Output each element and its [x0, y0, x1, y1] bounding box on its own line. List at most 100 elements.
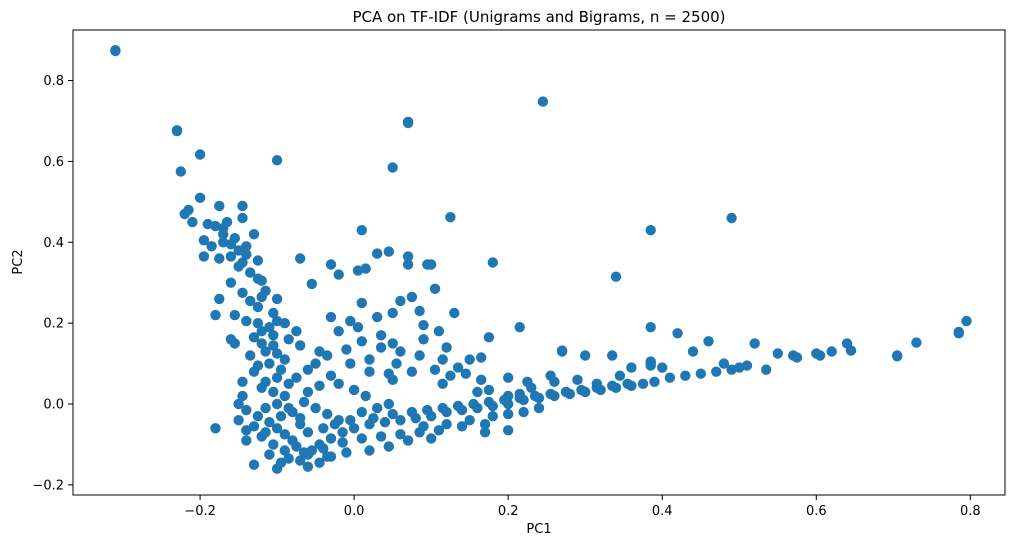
- plot-frame: [72, 29, 1006, 496]
- data-point: [406, 406, 418, 418]
- data-point: [406, 291, 418, 303]
- data-point: [241, 404, 252, 416]
- data-point: [264, 322, 275, 333]
- data-point: [302, 427, 314, 438]
- data-point: [329, 419, 341, 430]
- data-point: [245, 295, 256, 307]
- data-point: [718, 358, 730, 369]
- data-point: [225, 334, 237, 345]
- data-point: [402, 259, 414, 270]
- data-point: [449, 307, 460, 319]
- data-point: [814, 350, 826, 361]
- data-point: [695, 368, 706, 379]
- data-point: [483, 384, 495, 396]
- y-tick-label: 0.4: [43, 236, 64, 251]
- data-point: [961, 315, 972, 327]
- data-point: [310, 402, 321, 414]
- data-point: [364, 445, 375, 456]
- data-point: [356, 336, 367, 347]
- x-tick-label: 0.6: [806, 504, 827, 519]
- data-point: [441, 342, 452, 353]
- data-point: [445, 212, 456, 223]
- data-point: [375, 431, 387, 442]
- data-point: [314, 457, 325, 468]
- data-point: [264, 449, 275, 460]
- data-point: [514, 322, 525, 333]
- data-point: [464, 415, 475, 426]
- data-point: [422, 404, 433, 416]
- data-point: [614, 370, 626, 381]
- data-point: [356, 433, 367, 444]
- y-tick-label: −0.2: [32, 478, 64, 493]
- data-point: [233, 398, 244, 410]
- data-point: [487, 257, 498, 268]
- data-point: [402, 251, 414, 262]
- data-point: [356, 225, 367, 236]
- data-point: [248, 459, 260, 470]
- data-point: [529, 390, 541, 402]
- data-point: [356, 297, 367, 309]
- data-point: [179, 208, 190, 220]
- data-point: [248, 366, 260, 377]
- data-point: [268, 340, 279, 351]
- data-point: [537, 96, 549, 107]
- data-point: [429, 364, 441, 375]
- data-point: [210, 423, 221, 434]
- data-point: [314, 346, 325, 357]
- data-point: [464, 354, 475, 365]
- y-tick-label: 0.8: [43, 74, 64, 89]
- data-point: [302, 364, 314, 375]
- data-point: [325, 311, 337, 323]
- data-point: [468, 398, 479, 410]
- data-point: [291, 372, 302, 383]
- data-point: [953, 328, 964, 339]
- data-point: [279, 354, 290, 365]
- x-tick-label: 0.4: [652, 504, 673, 519]
- data-point: [637, 378, 649, 389]
- data-point: [437, 354, 448, 365]
- data-point: [225, 277, 237, 288]
- data-point: [418, 320, 429, 331]
- data-point: [206, 241, 217, 252]
- data-point: [892, 351, 903, 362]
- data-point: [402, 117, 414, 129]
- data-point: [703, 336, 714, 347]
- data-point: [345, 358, 356, 369]
- data-point: [372, 248, 383, 259]
- data-point: [283, 334, 294, 345]
- data-point: [318, 443, 329, 454]
- data-point: [418, 421, 429, 432]
- data-point: [306, 278, 317, 290]
- data-point: [352, 322, 364, 333]
- data-point: [214, 200, 225, 212]
- data-point: [271, 155, 283, 166]
- data-point: [171, 125, 183, 137]
- data-point: [406, 366, 418, 377]
- data-point: [383, 398, 394, 410]
- data-point: [283, 453, 294, 464]
- data-point: [395, 429, 406, 440]
- data-point: [271, 293, 283, 305]
- data-point: [271, 463, 283, 474]
- data-point: [237, 390, 248, 402]
- data-point: [687, 346, 699, 357]
- data-point: [245, 267, 256, 278]
- data-point: [225, 251, 237, 262]
- data-point: [279, 429, 290, 440]
- data-point: [391, 358, 402, 369]
- data-point: [214, 293, 225, 305]
- data-point: [387, 307, 398, 319]
- data-point: [248, 229, 260, 240]
- data-point: [749, 338, 760, 349]
- data-point: [229, 309, 240, 321]
- points-layer: [110, 45, 972, 474]
- data-point: [711, 366, 722, 377]
- data-point: [414, 350, 425, 361]
- data-point: [256, 326, 267, 337]
- data-point: [387, 162, 398, 173]
- data-point: [664, 372, 676, 383]
- data-point: [268, 386, 279, 398]
- data-point: [503, 425, 514, 436]
- data-point: [911, 337, 922, 348]
